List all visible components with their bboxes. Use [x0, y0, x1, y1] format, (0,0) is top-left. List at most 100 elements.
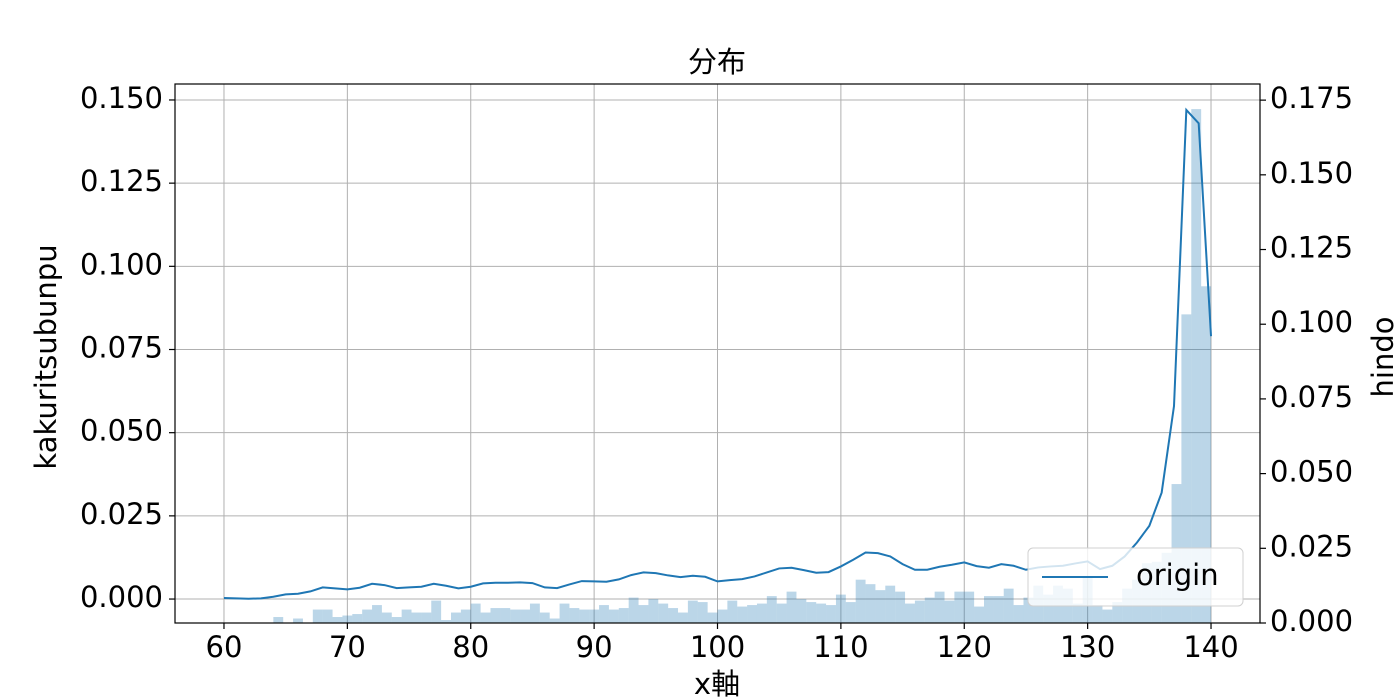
histogram-bar [500, 608, 511, 623]
histogram-bar [569, 608, 580, 623]
histogram-bar [717, 609, 728, 623]
histogram-bar [529, 603, 540, 623]
plot-frame [174, 83, 1261, 624]
legend-box [1027, 547, 1244, 607]
histogram-bar [441, 620, 452, 623]
histogram-bar [934, 591, 945, 623]
x-tick-label: 110 [813, 630, 868, 664]
y-tick-label: 0.025 [80, 497, 163, 531]
y2-tick-label: 0.175 [1270, 81, 1353, 115]
histogram-bar [342, 615, 353, 623]
histogram-bar [756, 603, 767, 623]
histogram-bar [835, 594, 846, 623]
histogram-bar [1003, 588, 1014, 623]
histogram-bar [599, 605, 609, 623]
histogram-bar [954, 591, 965, 623]
histogram-bar [1023, 597, 1034, 623]
y2-tick-label: 0.075 [1270, 380, 1353, 414]
histogram-bar [747, 605, 757, 623]
histogram-bar [332, 617, 343, 623]
x-tick-label: 70 [329, 630, 366, 664]
histogram-bar [391, 617, 402, 623]
histogram-bar [520, 609, 530, 623]
histogram-bar [1102, 609, 1113, 623]
histogram-bar [352, 614, 363, 623]
histogram-bar [362, 609, 373, 623]
x-tick-label: 80 [452, 630, 489, 664]
histogram-bar [421, 612, 432, 623]
y-tick-label: 0.000 [80, 580, 163, 614]
histogram-bar [1191, 109, 1202, 624]
histogram-bar [322, 609, 333, 623]
histogram-bar [451, 612, 461, 623]
chart-title: 分布 [688, 45, 746, 79]
histogram-bar [480, 612, 491, 623]
histogram-bar [727, 600, 738, 623]
histogram-bar [983, 596, 994, 623]
legend-label: origin [1136, 558, 1219, 592]
histogram-bar [766, 596, 777, 623]
histogram-bar [1092, 605, 1103, 623]
histogram-bar [668, 608, 679, 623]
histogram-bar [510, 609, 521, 623]
histogram-bar [293, 618, 303, 623]
histogram-bar [796, 599, 807, 623]
y2-tick-label: 0.125 [1270, 231, 1353, 265]
histogram-bar [1013, 605, 1024, 623]
histogram-bar [1181, 314, 1192, 623]
histogram-bar [589, 609, 600, 623]
histogram-bar [608, 609, 619, 623]
y-axis-label: kakuritsubunpu [29, 244, 63, 469]
histogram-bar [658, 603, 669, 623]
histogram-bar [549, 618, 560, 623]
histogram-bar [638, 605, 649, 623]
y2-tick-label: 0.000 [1270, 604, 1353, 638]
histogram-bar [865, 584, 876, 623]
histogram-bar [697, 602, 708, 623]
histogram-bar [490, 608, 501, 623]
x-tick-label: 60 [206, 630, 243, 664]
y-tick-label: 0.100 [80, 247, 163, 281]
histogram-bar [1072, 603, 1083, 623]
histogram-bar [993, 596, 1004, 623]
histogram-bar [372, 605, 382, 623]
histogram-bar [944, 600, 955, 623]
histogram-bar [539, 612, 550, 623]
histogram-bar [924, 597, 935, 623]
histogram-bar [1112, 602, 1123, 623]
histogram-bar [559, 603, 570, 623]
y-tick-label: 0.050 [80, 414, 163, 448]
histogram-bar [707, 612, 718, 623]
histogram-bar [579, 609, 590, 623]
histogram-bar [816, 603, 827, 623]
histogram-bar [431, 600, 442, 623]
y-tick-label: 0.150 [80, 81, 163, 115]
histogram-bar [312, 609, 323, 623]
histogram-bar [964, 591, 975, 623]
histogram-bar [806, 602, 817, 623]
histogram-bar [875, 590, 886, 623]
x-tick-label: 90 [576, 630, 613, 664]
histogram-bar [273, 617, 284, 623]
histogram-bar [737, 606, 748, 623]
histogram-bar [648, 599, 659, 623]
histogram-bar [1201, 286, 1212, 623]
histogram-bar [786, 591, 797, 623]
histogram-bar [628, 597, 639, 623]
y-tick-label: 0.125 [80, 164, 163, 198]
y2-tick-label: 0.100 [1270, 305, 1353, 339]
y2-tick-label: 0.150 [1270, 156, 1353, 190]
y2-axis-label: hindo [1366, 317, 1400, 398]
histogram-bar [826, 605, 836, 623]
histogram-bar [855, 579, 866, 623]
histogram-bar [470, 603, 481, 623]
histogram-bar [411, 612, 422, 623]
histogram-bar [460, 609, 471, 623]
x-tick-label: 120 [937, 630, 992, 664]
histogram-bar [687, 600, 698, 623]
histogram-bar [678, 612, 688, 623]
x-tick-label: 130 [1060, 630, 1115, 664]
histogram-bar [618, 608, 629, 623]
y2-tick-label: 0.025 [1270, 529, 1353, 563]
